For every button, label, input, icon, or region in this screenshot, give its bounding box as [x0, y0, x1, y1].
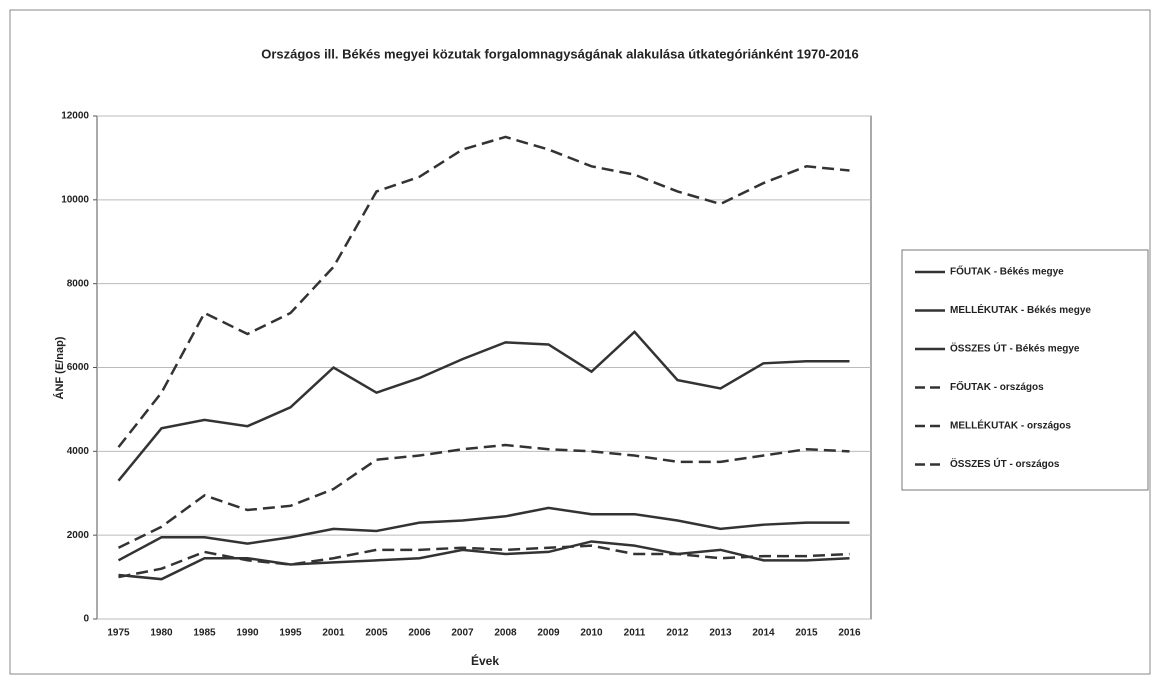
y-tick-label: 12000	[61, 111, 89, 122]
y-tick-label: 2000	[67, 530, 90, 541]
legend-label: MELLÉKUTAK - Békés megye	[950, 303, 1091, 316]
x-tick-label: 1985	[193, 628, 216, 639]
legend-label: FŐUTAK - országos	[950, 380, 1044, 393]
y-tick-label: 8000	[67, 278, 90, 289]
series-line	[118, 544, 850, 579]
x-tick-label: 2011	[624, 628, 646, 639]
x-tick-label: 2008	[494, 628, 517, 639]
x-tick-label: 2016	[838, 628, 861, 639]
series-line	[117, 135, 850, 448]
y-tick-label: 6000	[67, 362, 90, 373]
series-line	[117, 330, 850, 482]
y-tick-label: 10000	[61, 194, 89, 205]
legend-label: FŐUTAK - Békés megye	[950, 265, 1064, 278]
legend-label: ÖSSZES ÚT - országos	[950, 457, 1060, 470]
x-tick-label: 2014	[752, 628, 775, 639]
x-tick-label: 1975	[107, 628, 130, 639]
x-axis-label: Évek	[471, 653, 499, 668]
x-tick-label: 2013	[709, 628, 732, 639]
chart-title: Országos ill. Békés megyei közutak forga…	[261, 46, 859, 61]
x-tick-label: 1990	[236, 628, 259, 639]
series-line	[117, 443, 850, 549]
x-tick-label: 2015	[795, 628, 818, 639]
y-tick-label: 0	[83, 614, 89, 625]
y-tick-label: 4000	[67, 446, 90, 457]
x-tick-label: 2001	[322, 628, 345, 639]
x-tick-label: 2006	[408, 628, 431, 639]
x-tick-label: 2007	[451, 628, 474, 639]
series-line	[117, 506, 850, 562]
y-axis-label: ÁNF (E/nap)	[53, 336, 66, 399]
x-tick-label: 2009	[537, 628, 560, 639]
x-tick-label: 2010	[580, 628, 603, 639]
legend-label: ÖSSZES ÚT - Békés megye	[950, 342, 1080, 355]
x-tick-label: 2012	[666, 628, 689, 639]
legend-label: MELLÉKUTAK - országos	[950, 419, 1071, 432]
legend-box	[901, 249, 1149, 491]
x-tick-label: 2005	[365, 628, 388, 639]
x-tick-label: 1980	[150, 628, 173, 639]
x-tick-label: 1995	[279, 628, 302, 639]
